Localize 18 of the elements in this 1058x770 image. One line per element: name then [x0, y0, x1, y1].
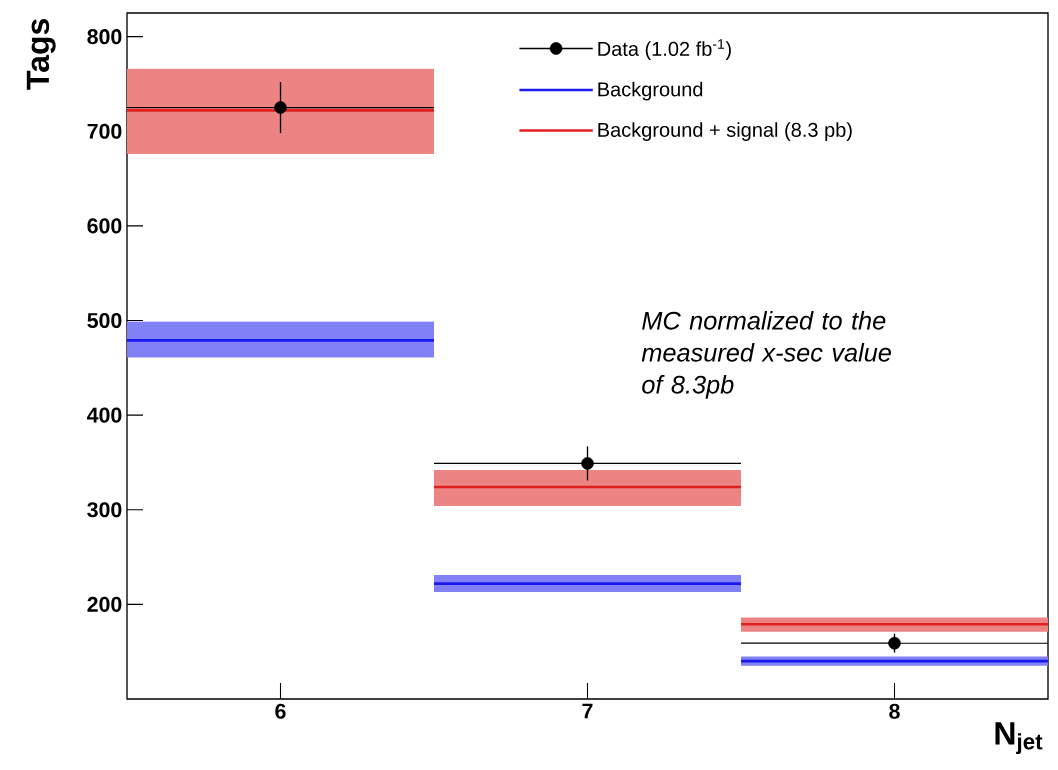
- y-tick-label: 300: [87, 502, 122, 518]
- point: [581, 457, 594, 470]
- y-tick-label: 800: [87, 29, 122, 45]
- legend-label: Background: [598, 81, 703, 101]
- y-tick-label: 500: [87, 312, 122, 329]
- annotation: MC normalized to the measured x-sec value of 8.3pb: [641, 311, 891, 399]
- legend-label: Background + signal (8.3 pb): [598, 122, 852, 141]
- legend-label: Data (1.02 fb$^{-1}$): [598, 39, 731, 60]
- x-tick-label: 7: [582, 703, 593, 719]
- y-tick-label: 400: [87, 407, 122, 423]
- y-tick-label: 700: [87, 123, 122, 139]
- y-tick-label: 600: [87, 218, 122, 234]
- x-axis-title: N$_{jet}$: [995, 722, 1043, 754]
- point: [274, 101, 287, 114]
- y-axis-title: Tags: [26, 19, 56, 90]
- x-tick-label: 6: [275, 703, 286, 719]
- y-tick-label: 200: [87, 596, 122, 612]
- x-tick-label: 8: [889, 703, 900, 719]
